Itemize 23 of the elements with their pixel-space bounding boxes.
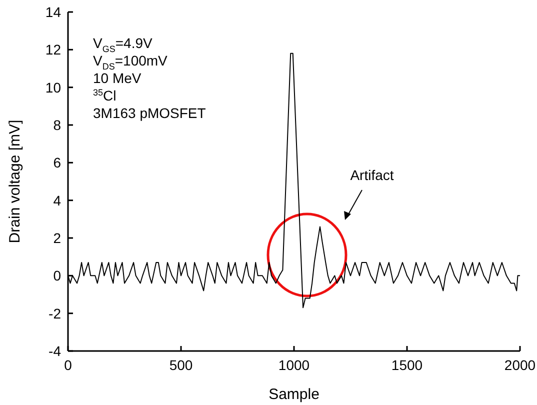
annotation: V$_{GS}$=4.9V xyxy=(93,35,153,54)
y-axis-title: Drain voltage [mV] xyxy=(6,120,24,244)
y-tick-label: 2 xyxy=(53,230,62,246)
y-tick-label: -2 xyxy=(48,305,62,322)
y-tick-label: 4 xyxy=(53,192,62,208)
y-tick-label: 8 xyxy=(53,116,62,133)
annotation: $^{35}$Cl xyxy=(93,88,116,104)
annotation: Artifact xyxy=(350,167,394,183)
y-tick-label: -4 xyxy=(48,342,62,359)
annotation: 3M163 pMOSFET xyxy=(93,105,206,121)
x-tick-label: 1000 xyxy=(278,356,310,373)
y-tick-label: 0 xyxy=(53,268,62,284)
annotation: 10 MeV xyxy=(93,70,142,86)
x-tick-label: 2000 xyxy=(504,356,536,373)
annotation: V$_{DS}$=100mV xyxy=(93,52,168,72)
y-tick-label: 14 xyxy=(45,4,62,20)
x-tick-label: 1500 xyxy=(391,356,423,373)
x-tick-label: 500 xyxy=(169,356,193,373)
y-tick-label: 10 xyxy=(45,79,62,96)
y-tick-label: 6 xyxy=(53,154,62,171)
y-tick-label: 12 xyxy=(45,42,62,58)
x-tick-label: 0 xyxy=(64,356,72,373)
x-axis-title: Sample xyxy=(268,386,320,403)
